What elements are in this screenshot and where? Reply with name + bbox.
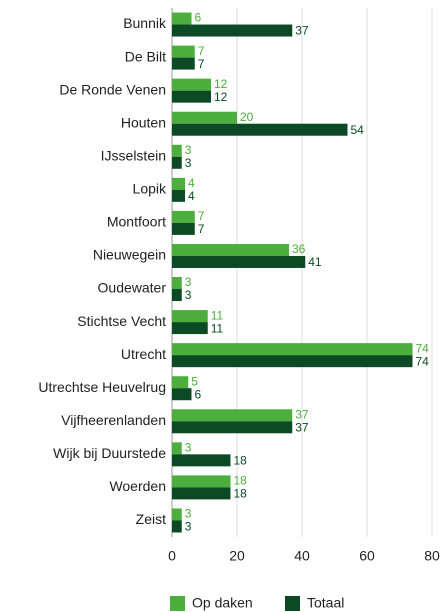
- x-tick-label: 60: [359, 548, 375, 564]
- value-label: 3: [185, 275, 192, 289]
- bar: [172, 78, 211, 91]
- bar: [172, 90, 211, 103]
- value-label: 3: [185, 143, 192, 157]
- value-label: 18: [234, 474, 248, 488]
- value-label: 37: [295, 420, 309, 434]
- bar: [172, 111, 237, 124]
- value-label: 7: [198, 209, 205, 223]
- value-label: 6: [195, 11, 202, 25]
- bar: [172, 310, 208, 323]
- category-label: De Ronde Venen: [59, 81, 166, 97]
- legend-swatch: [285, 596, 300, 611]
- value-label: 18: [234, 487, 248, 501]
- bar: [172, 177, 185, 190]
- category-label: Woerden: [109, 478, 166, 494]
- value-label: 3: [185, 520, 192, 534]
- bar: [172, 409, 293, 422]
- category-label: Vijfheerenlanden: [61, 412, 166, 428]
- bar: [172, 442, 182, 455]
- category-label: Utrechtse Heuvelrug: [38, 379, 166, 395]
- bar: [172, 508, 182, 521]
- value-label: 11: [211, 321, 224, 335]
- bar: [172, 57, 195, 70]
- category-label: De Bilt: [125, 48, 166, 64]
- bar: [172, 322, 208, 335]
- category-label: Stichtse Vecht: [77, 313, 166, 329]
- bar: [172, 487, 231, 500]
- value-label: 4: [188, 176, 195, 190]
- bar: [172, 12, 192, 25]
- value-label: 3: [185, 441, 192, 455]
- value-label: 12: [214, 77, 228, 91]
- value-label: 12: [214, 90, 228, 104]
- legend-label: Op daken: [192, 595, 253, 611]
- category-label: Oudewater: [98, 280, 167, 296]
- value-label: 3: [185, 507, 192, 521]
- x-tick-label: 40: [294, 548, 310, 564]
- legend-swatch: [170, 596, 185, 611]
- x-tick-label: 80: [424, 548, 440, 564]
- category-label: Wijk bij Duurstede: [53, 445, 166, 461]
- bar: [172, 355, 413, 368]
- bar: [172, 277, 182, 290]
- value-label: 4: [188, 189, 195, 203]
- bar: [172, 123, 348, 136]
- value-label: 6: [195, 387, 202, 401]
- bar: [172, 388, 192, 401]
- bar: [172, 376, 189, 389]
- value-label: 5: [191, 374, 198, 388]
- category-label: Houten: [121, 114, 166, 130]
- category-label: Bunnik: [123, 15, 167, 31]
- bar: [172, 45, 195, 58]
- value-label: 41: [308, 255, 322, 269]
- value-label: 36: [292, 242, 306, 256]
- bar: [172, 156, 182, 169]
- value-label: 7: [198, 222, 205, 236]
- value-label: 18: [234, 454, 248, 468]
- bar: [172, 189, 185, 202]
- bar: [172, 255, 306, 268]
- value-label: 74: [416, 354, 430, 368]
- bar: [172, 24, 293, 37]
- bar: [172, 222, 195, 235]
- bar: [172, 421, 293, 434]
- value-label: 7: [198, 44, 205, 58]
- x-tick-label: 0: [168, 548, 176, 564]
- value-label: 3: [185, 288, 192, 302]
- bar: [172, 210, 195, 223]
- bar: [172, 520, 182, 533]
- value-label: 54: [351, 123, 365, 137]
- bar: [172, 475, 231, 488]
- category-label: IJsselstein: [101, 147, 166, 163]
- category-label: Lopik: [133, 181, 167, 197]
- category-label: Nieuwegein: [93, 247, 166, 263]
- category-label: Montfoort: [107, 214, 166, 230]
- category-label: Utrecht: [121, 346, 166, 362]
- bar: [172, 343, 413, 356]
- bar: [172, 454, 231, 467]
- bar: [172, 243, 289, 256]
- legend-label: Totaal: [307, 595, 344, 611]
- category-label: Zeist: [136, 511, 166, 527]
- bar: [172, 144, 182, 157]
- value-label: 74: [416, 341, 430, 355]
- value-label: 37: [295, 24, 309, 38]
- value-label: 37: [295, 407, 309, 421]
- bar: [172, 289, 182, 302]
- value-label: 7: [198, 57, 205, 71]
- value-label: 3: [185, 156, 192, 170]
- x-tick-label: 20: [229, 548, 245, 564]
- value-label: 11: [211, 308, 224, 322]
- value-label: 20: [240, 110, 254, 124]
